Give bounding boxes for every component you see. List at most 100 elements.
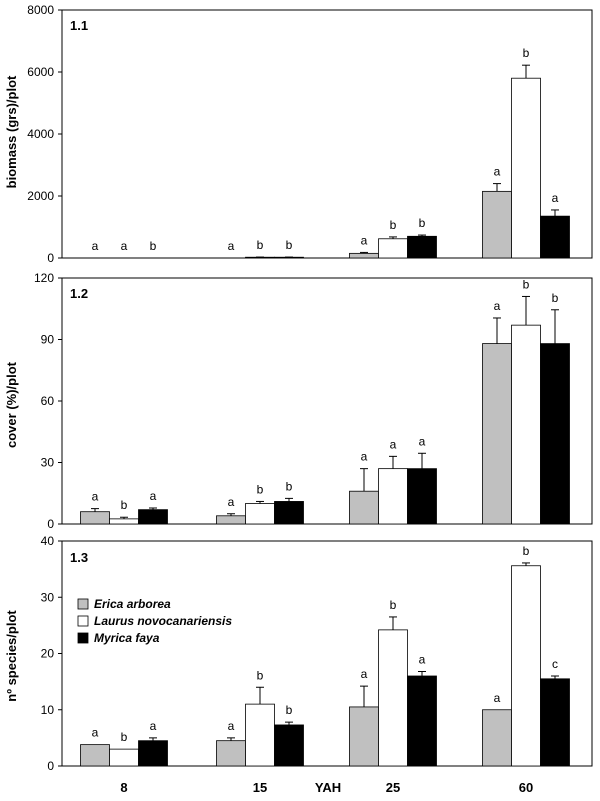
bar-erica — [216, 515, 246, 525]
bar-laurus — [109, 748, 139, 767]
panel-2-y-axis-label: cover (%)/plot — [4, 361, 19, 448]
y-tick-label: 20 — [41, 647, 55, 661]
panel-2-label: 1.2 — [70, 286, 88, 301]
bar-erica — [482, 343, 512, 525]
legend-label-myrica: Myrica faya — [94, 631, 160, 645]
significance-letter: a — [228, 239, 235, 253]
bar-myrica — [407, 675, 437, 767]
panel-1-y-axis-label: biomass (grs)/plot — [4, 75, 19, 188]
bar-myrica — [540, 215, 570, 259]
bar-erica — [349, 490, 379, 525]
bar-erica — [349, 252, 379, 259]
y-tick-label: 8000 — [27, 3, 54, 17]
y-tick-label: 10 — [41, 703, 55, 717]
y-tick-label: 30 — [41, 456, 55, 470]
legend-swatch-erica — [77, 598, 89, 610]
bar-myrica — [274, 501, 304, 525]
legend-label-erica: Erica arborea — [94, 597, 171, 611]
y-tick-label: 0 — [47, 251, 54, 265]
significance-letter: a — [494, 165, 501, 179]
bar-myrica — [274, 724, 304, 767]
y-tick-label: 6000 — [27, 65, 54, 79]
bar-laurus — [511, 565, 541, 767]
x-axis: 8 15 YAH 25 60 — [120, 780, 533, 795]
panel-species: nº species/plot 1.3 0 10 20 30 40 a a a a b b b b a b a… — [4, 534, 593, 773]
x-tick-label-60: 60 — [519, 780, 533, 795]
significance-letter: b — [390, 598, 397, 612]
significance-letter: a — [552, 191, 559, 205]
bar-myrica — [407, 468, 437, 525]
panel-biomass: biomass (grs)/plot 1.1 0 2000 4000 6000 8000… — [4, 3, 593, 265]
significance-letter: b — [121, 498, 128, 512]
bar-laurus — [511, 77, 541, 259]
significance-letter: c — [552, 657, 558, 671]
y-tick-label: 30 — [41, 590, 55, 604]
bar-laurus — [378, 629, 408, 767]
significance-letter: b — [286, 238, 293, 252]
significance-letter: a — [92, 239, 99, 253]
y-tick-label: 120 — [34, 271, 54, 285]
panel-3-y-axis-label: nº species/plot — [4, 610, 19, 702]
bar-myrica — [540, 343, 570, 525]
significance-letter: b — [523, 46, 530, 60]
bar-myrica — [407, 235, 437, 259]
significance-letter: b — [390, 218, 397, 232]
significance-letter: a — [121, 239, 128, 253]
significance-letter: a — [390, 437, 397, 451]
panel-cover: cover (%)/plot 1.2 0 30 60 90 120 a a a a b b a b a b a… — [4, 271, 593, 531]
significance-letter: b — [523, 277, 530, 291]
legend-swatch-laurus — [77, 615, 89, 627]
significance-letter: a — [419, 434, 426, 448]
panel-3-label: 1.3 — [70, 550, 88, 565]
significance-letter: a — [419, 653, 426, 667]
panel-1-label: 1.1 — [70, 18, 88, 33]
bar-myrica — [138, 740, 168, 767]
x-axis-label: YAH — [315, 780, 341, 795]
significance-letter: a — [361, 667, 368, 681]
significance-letter: b — [552, 291, 559, 305]
bar-erica — [482, 190, 512, 259]
bar-erica — [349, 706, 379, 767]
bar-laurus — [378, 468, 408, 525]
y-tick-label: 0 — [47, 517, 54, 531]
y-tick-label: 0 — [47, 759, 54, 773]
x-tick-label-25: 25 — [386, 780, 400, 795]
bar-myrica — [540, 678, 570, 767]
significance-letter: a — [150, 719, 157, 733]
significance-letter: a — [361, 233, 368, 247]
legend-swatch-myrica — [77, 632, 89, 644]
significance-letter: a — [228, 495, 235, 509]
x-tick-label-15: 15 — [253, 780, 267, 795]
significance-letter: b — [257, 238, 264, 252]
bar-laurus — [378, 238, 408, 259]
significance-letter: a — [92, 490, 99, 504]
bar-erica — [482, 709, 512, 767]
y-tick-label: 4000 — [27, 127, 54, 141]
bar-erica — [80, 744, 110, 767]
bar-erica — [216, 740, 246, 767]
y-tick-label: 2000 — [27, 189, 54, 203]
significance-letter: a — [361, 450, 368, 464]
significance-letter: b — [257, 482, 264, 496]
legend-label-laurus: Laurus novocanariensis — [94, 614, 232, 628]
significance-letter: b — [419, 216, 426, 230]
bar-laurus — [245, 703, 275, 767]
significance-letter: a — [150, 489, 157, 503]
significance-letter: b — [286, 703, 293, 717]
significance-letter: a — [494, 299, 501, 313]
bar-laurus — [511, 324, 541, 525]
significance-letter: a — [494, 691, 501, 705]
significance-letter: b — [286, 479, 293, 493]
significance-letter: b — [121, 730, 128, 744]
y-tick-label: 90 — [41, 333, 55, 347]
legend: Erica arborea Laurus novocanariensis Myr… — [77, 597, 232, 645]
x-tick-label-8: 8 — [120, 780, 127, 795]
y-tick-label: 60 — [41, 394, 55, 408]
significance-letter: b — [150, 239, 157, 253]
significance-letter: a — [92, 726, 99, 740]
significance-letter: b — [257, 668, 264, 682]
bar-erica — [80, 511, 110, 525]
bar-laurus — [245, 503, 275, 525]
y-tick-label: 40 — [41, 534, 55, 548]
